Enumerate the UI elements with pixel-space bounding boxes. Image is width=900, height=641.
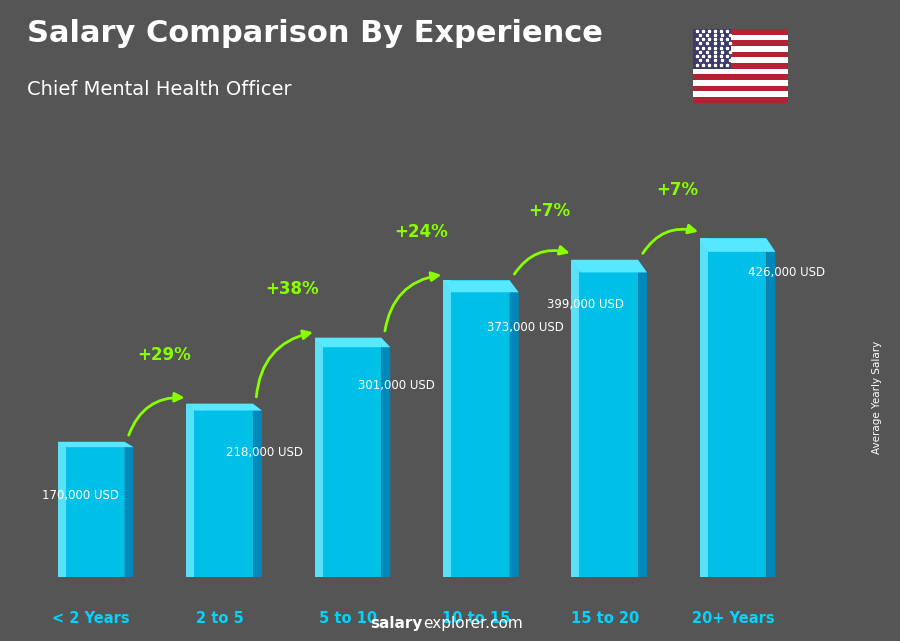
Bar [693, 97, 788, 103]
Bar [693, 40, 788, 46]
Polygon shape [572, 260, 638, 577]
Bar [693, 85, 788, 91]
Bar [693, 74, 788, 80]
Bar [693, 57, 788, 63]
Polygon shape [58, 442, 66, 577]
Text: 426,000 USD: 426,000 USD [749, 265, 825, 279]
Bar [693, 80, 788, 85]
Bar [693, 69, 788, 74]
Bar [693, 35, 788, 40]
Text: 10 to 15: 10 to 15 [442, 611, 510, 626]
Polygon shape [443, 280, 509, 577]
Polygon shape [314, 338, 382, 577]
Polygon shape [443, 280, 451, 577]
Bar [693, 46, 788, 51]
Polygon shape [186, 404, 262, 410]
Text: +38%: +38% [266, 280, 320, 298]
Text: +7%: +7% [528, 202, 571, 220]
Text: 5 to 10: 5 to 10 [319, 611, 377, 626]
Polygon shape [572, 260, 580, 577]
Polygon shape [572, 260, 647, 272]
Text: Chief Mental Health Officer: Chief Mental Health Officer [27, 80, 292, 99]
Polygon shape [58, 442, 124, 577]
Polygon shape [443, 280, 518, 292]
Text: +29%: +29% [137, 346, 191, 364]
Polygon shape [124, 442, 133, 577]
Polygon shape [767, 238, 776, 577]
Polygon shape [699, 238, 767, 577]
Polygon shape [699, 238, 707, 577]
Bar [693, 29, 788, 35]
Text: +7%: +7% [656, 181, 698, 199]
Text: 301,000 USD: 301,000 USD [358, 379, 435, 392]
Text: 20+ Years: 20+ Years [692, 611, 774, 626]
Polygon shape [509, 280, 518, 577]
Polygon shape [186, 404, 194, 577]
Text: < 2 Years: < 2 Years [52, 611, 130, 626]
Text: Salary Comparison By Experience: Salary Comparison By Experience [27, 19, 603, 48]
Text: 2 to 5: 2 to 5 [195, 611, 243, 626]
Polygon shape [314, 338, 322, 577]
Text: 399,000 USD: 399,000 USD [547, 297, 624, 311]
Text: explorer.com: explorer.com [423, 617, 523, 631]
Polygon shape [638, 260, 647, 577]
Text: 373,000 USD: 373,000 USD [487, 321, 563, 335]
Text: 15 to 20: 15 to 20 [571, 611, 639, 626]
Polygon shape [253, 404, 262, 577]
Bar [693, 91, 788, 97]
Text: Average Yearly Salary: Average Yearly Salary [872, 341, 883, 454]
Polygon shape [382, 338, 391, 577]
Bar [693, 51, 788, 57]
Text: salary: salary [371, 617, 423, 631]
Polygon shape [58, 442, 133, 447]
Bar [693, 63, 788, 69]
Text: 170,000 USD: 170,000 USD [42, 489, 120, 503]
Bar [693, 29, 731, 69]
Polygon shape [699, 238, 776, 252]
Polygon shape [186, 404, 253, 577]
Polygon shape [314, 338, 391, 347]
Text: 218,000 USD: 218,000 USD [226, 445, 303, 459]
Text: +24%: +24% [394, 222, 447, 240]
